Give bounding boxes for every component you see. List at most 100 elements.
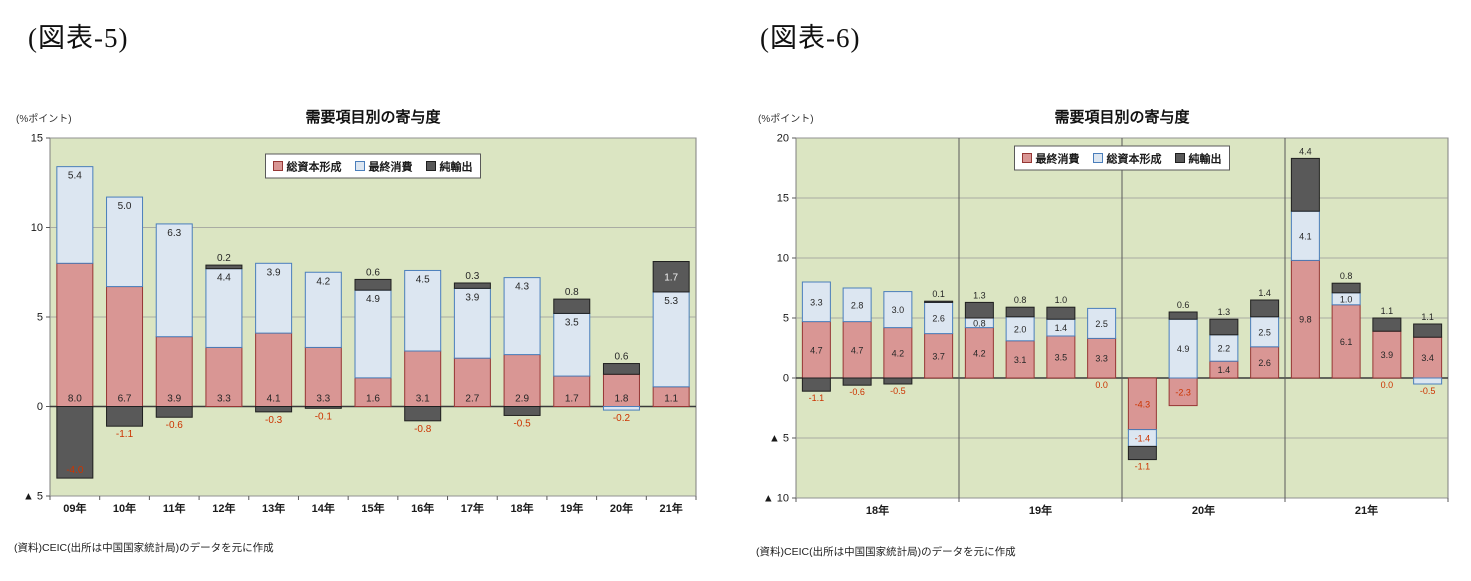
value-label: 1.0: [1055, 295, 1068, 305]
bar-segment: [56, 166, 94, 264]
value-label: -0.2: [613, 413, 631, 424]
bar-segment: [255, 262, 293, 334]
value-label: 4.4: [217, 273, 231, 284]
bar-segment: [652, 291, 690, 388]
y-tick-label: ▲ 5: [769, 433, 789, 445]
value-label: 2.8: [851, 300, 864, 310]
value-label: 0.0: [1381, 380, 1394, 390]
value-label: 2.2: [1218, 344, 1231, 354]
bar-segment: [304, 271, 342, 348]
value-label: -0.3: [265, 415, 283, 426]
y-tick-label: 15: [31, 133, 43, 145]
chart-title: 需要項目別の寄与度: [305, 108, 441, 126]
legend-label: 総資本形成: [287, 160, 342, 174]
bar-segment: [652, 261, 690, 293]
x-axis-label: 21年: [660, 501, 683, 515]
bar-segment: [503, 406, 541, 416]
x-axis-label: 13年: [262, 501, 285, 515]
bar-segment: [602, 363, 640, 375]
value-label: 3.9: [1381, 350, 1394, 360]
value-label: 1.4: [1218, 365, 1231, 375]
value-label: 5.3: [664, 296, 678, 307]
bar-segment: [1168, 377, 1198, 407]
x-axis-label: 19年: [560, 501, 583, 515]
value-label: 4.9: [366, 294, 380, 305]
value-label: 3.1: [1014, 355, 1027, 365]
bar-segment: [1413, 323, 1443, 338]
bar-segment: [56, 262, 94, 407]
x-axis-label: 20年: [1192, 503, 1215, 517]
bar-segment: [453, 287, 491, 359]
bar-segment: [503, 277, 541, 356]
value-label: 6.1: [1340, 337, 1353, 347]
value-label: 4.7: [851, 345, 864, 355]
legend-box: [265, 153, 481, 179]
value-label: 2.5: [1095, 319, 1108, 329]
bar-segment: [553, 298, 591, 314]
value-label: 4.2: [316, 276, 330, 287]
bar-segment: [1046, 306, 1076, 320]
bar-segment: [883, 291, 913, 329]
value-label: 1.0: [1340, 294, 1353, 304]
legend-marker: [273, 161, 283, 171]
bar-segment: [964, 301, 994, 319]
value-label: 0.3: [465, 271, 479, 282]
legend-marker: [426, 161, 436, 171]
x-axis-label: 10年: [113, 501, 136, 515]
bar-segment: [503, 354, 541, 407]
bar-segment: [1087, 337, 1117, 379]
bar-segment: [1290, 157, 1320, 212]
chart-title: 需要項目別の寄与度: [1054, 108, 1190, 126]
legend-box: [1014, 145, 1230, 171]
value-label: -4.0: [66, 465, 84, 476]
value-label: 3.7: [932, 351, 945, 361]
value-label: 0.6: [1177, 300, 1190, 310]
legend-marker: [1093, 153, 1103, 163]
value-label: 5.0: [118, 201, 132, 212]
value-label: 0.6: [366, 267, 380, 278]
value-label: 2.0: [1014, 324, 1027, 334]
y-tick-label: 0: [37, 401, 43, 413]
value-label: 3.9: [465, 292, 479, 303]
x-axis-label: 20年: [610, 501, 633, 515]
figure5-source: (資料)CEIC(出所は中国国家統計局)のデータを元に作成: [14, 542, 274, 554]
bar-segment: [354, 278, 392, 291]
value-label: 4.7: [810, 345, 823, 355]
bar-segment: [924, 333, 954, 379]
value-label: -0.8: [414, 424, 432, 435]
value-label: -0.6: [166, 420, 184, 431]
figure6-source: (資料)CEIC(出所は中国国家統計局)のデータを元に作成: [756, 546, 1016, 558]
value-label: 9.8: [1299, 315, 1312, 325]
value-label: 1.1: [1381, 306, 1394, 316]
bar-segment: [1005, 306, 1035, 318]
y-axis-unit-label: (%ポイント): [16, 113, 72, 125]
bar-segment: [1250, 346, 1280, 379]
value-label: 6.7: [118, 394, 132, 405]
bar-segment: [553, 312, 591, 377]
value-label: 1.1: [664, 394, 678, 405]
x-axis-label: 18年: [510, 501, 533, 515]
value-label: -0.1: [315, 411, 333, 422]
bar-segment: [404, 269, 442, 352]
legend-marker: [1175, 153, 1185, 163]
value-label: 0.8: [1340, 271, 1353, 281]
x-axis-label: 15年: [361, 501, 384, 515]
bar-segment: [106, 406, 144, 427]
legend-label: 最終消費: [369, 160, 413, 174]
value-label: 1.7: [664, 273, 678, 284]
bar-segment: [1005, 340, 1035, 379]
value-label: 8.0: [68, 394, 82, 405]
value-label: 1.3: [973, 290, 986, 300]
bar-segment: [106, 286, 144, 408]
x-axis-label: 21年: [1355, 503, 1378, 517]
value-label: 1.3: [1218, 307, 1231, 317]
value-label: 2.5: [1258, 327, 1271, 337]
value-label: -0.5: [1420, 386, 1436, 396]
bar-segment: [1168, 311, 1198, 320]
bar-segment: [1250, 299, 1280, 318]
value-label: 5.4: [68, 171, 82, 182]
value-label: 3.9: [267, 267, 281, 278]
legend-marker: [1022, 153, 1032, 163]
bar-segment: [1168, 318, 1198, 379]
